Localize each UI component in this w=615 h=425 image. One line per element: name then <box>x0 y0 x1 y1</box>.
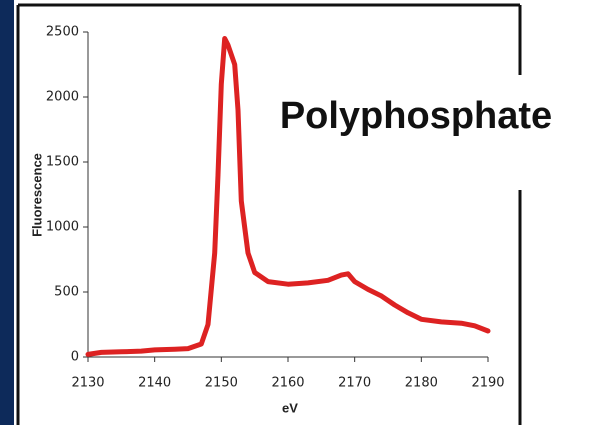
x-axis-label: eV <box>282 400 298 415</box>
x-tick-label: 2150 <box>205 376 238 391</box>
y-tick-label: 2000 <box>46 90 79 105</box>
y-tick-label: 1000 <box>46 220 79 235</box>
y-tick-label: 1500 <box>46 155 79 170</box>
x-tick-label: 2190 <box>471 376 504 391</box>
y-tick-label: 0 <box>71 350 79 365</box>
x-tick-label: 2130 <box>71 376 104 391</box>
x-tick-label: 2180 <box>405 376 438 391</box>
background-strip <box>0 0 14 425</box>
spectrum-line <box>85 36 491 357</box>
x-tick-label: 2140 <box>138 376 171 391</box>
x-tick-label: 2170 <box>338 376 371 391</box>
annotation: Polyphosphate <box>280 95 552 137</box>
y-axis-label: Fluorescence <box>29 153 44 237</box>
x-tick-label: 2160 <box>271 376 304 391</box>
y-tick-label: 500 <box>54 285 79 300</box>
y-tick-label: 2500 <box>46 25 79 40</box>
